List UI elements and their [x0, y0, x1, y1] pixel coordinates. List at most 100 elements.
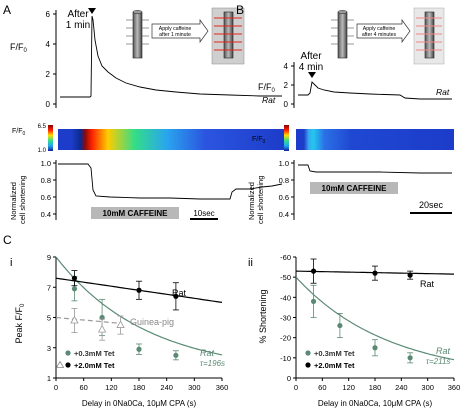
y-tick-label: 0: [287, 374, 291, 383]
b-apply-text-2: after 4 minutes: [362, 32, 397, 38]
x-tick-label: 360: [448, 383, 461, 392]
b-cell-before: [337, 11, 348, 59]
b-ff0-label: F/F0: [258, 82, 276, 94]
annotation-tau: τ=211s: [426, 357, 450, 366]
a-short-tick: 0.6: [41, 193, 51, 202]
panel-b: B 4 2 0 F/F0 After 4 min Rat Apply caffe…: [236, 3, 454, 224]
legend-label: +2.0mM Tet: [74, 361, 115, 370]
annotation-rat-upper: Rat: [420, 279, 435, 289]
a-short-tick: 1.0: [41, 159, 51, 168]
b-short-label-1: Normalized: [247, 182, 256, 220]
a-scalebar-label: 10sec: [193, 209, 214, 218]
y-tick-label: 3: [47, 344, 51, 353]
x-tick-label: 60: [79, 383, 87, 392]
b-ytick-label: 0: [284, 100, 289, 109]
b-cell-after: [424, 11, 435, 59]
y-tick-label: -10: [280, 354, 291, 363]
b-calcium-trace: [298, 81, 452, 100]
b-cell-before-cap: [337, 10, 348, 14]
b-arrow-label-1: After: [300, 51, 322, 62]
data-point: [116, 320, 125, 328]
x-axis-label: Delay in 0Na0Ca, 10μM CPA (s): [82, 399, 197, 408]
x-tick-label: 120: [105, 383, 118, 392]
fit-curve: [55, 256, 223, 356]
a-colorbar: [48, 125, 53, 151]
data-point: [173, 352, 179, 358]
data-point: [136, 346, 142, 352]
x-tick-label: 300: [188, 383, 201, 392]
x-tick-label: 300: [421, 383, 434, 392]
b-cell-cartoon: Apply caffeine after 4 minutes: [331, 7, 445, 65]
legend-marker: [305, 362, 311, 368]
y-tick-label: -50: [280, 273, 291, 282]
fit-curve: [55, 316, 121, 324]
a-short-tick: 0.8: [41, 176, 51, 185]
data-point: [407, 355, 413, 361]
panel-label-a: A: [3, 3, 11, 17]
x-tick-label: 0: [54, 383, 58, 392]
a-heat-tick-max: 6.5: [38, 124, 47, 130]
data-point: [71, 286, 78, 292]
data-point: [97, 324, 107, 333]
y-tick-label: 5: [47, 314, 51, 323]
data-point: [71, 275, 78, 281]
x-tick-label: 180: [369, 383, 382, 392]
data-point: [337, 322, 343, 329]
data-point: [372, 345, 378, 351]
a-shortening-trace: [58, 163, 283, 200]
b-ytick-label: 2: [284, 81, 289, 90]
b-arrow-head: [308, 72, 316, 78]
b-shortening-trace: [298, 164, 452, 174]
panel-label-b: B: [236, 3, 244, 17]
x-tick-label: 120: [342, 383, 355, 392]
b-short-tick: 1.0: [279, 159, 289, 168]
y-axis-label: % Shortening: [258, 289, 268, 343]
chart-cii: 0 60 120 180 240 300 360 0 -10 -20 -30 -40 -50 -60 Del…: [258, 253, 460, 408]
annotation-rat-lower: Rat: [436, 346, 451, 356]
data-point: [136, 287, 142, 293]
a-arrow-label-1: After: [67, 9, 89, 20]
data-point: [70, 315, 79, 324]
b-short-tick: 0.6: [279, 193, 289, 202]
a-release-arrows: [214, 17, 242, 51]
legend-label: +0.3mM Tet: [314, 349, 355, 358]
b-arrow-label-2: 4 min: [299, 62, 323, 73]
a-short-label-1: Normalized: [9, 182, 18, 220]
x-axis-label: Delay in 0Na0Ca, 10μM CPA (s): [318, 399, 433, 408]
a-cell-before: [132, 11, 143, 59]
a-ff0-label: F/F0: [10, 42, 28, 54]
annotation-tau: τ=196s: [200, 359, 225, 368]
a-calcium-trace: [60, 15, 282, 98]
b-short-label-2: cell shortening: [256, 176, 265, 224]
a-cell-cartoon: Apply caffeine after 1 minute: [126, 7, 245, 65]
b-short-tick: 0.4: [279, 210, 289, 219]
b-heat-label: F/F0: [252, 136, 266, 145]
a-caffeine-label: 10mM CAFFEINE: [103, 209, 169, 218]
b-short-tick: 0.8: [279, 176, 289, 185]
a-apply-text-2: after 1 minute: [159, 32, 191, 38]
y-tick-label: -20: [280, 334, 291, 343]
data-point: [310, 268, 317, 274]
b-heatmap: [296, 129, 454, 150]
y-axis-label-main: Peak F/F: [14, 306, 24, 343]
b-scalebar-label: 20sec: [419, 200, 444, 210]
panel-a: A 6 4 2 0 F/F0 After 1 min Rat: [3, 3, 284, 224]
b-species-label: Rat: [436, 87, 450, 97]
b-colorbar: [284, 125, 289, 151]
fit-curve: [295, 276, 455, 361]
a-short-tick: 0.4: [41, 210, 51, 219]
y-tick-label: 1: [47, 374, 51, 383]
a-apply-text-1: Apply caffeine: [159, 26, 192, 32]
a-caffeine-bar: [91, 207, 179, 219]
data-point: [407, 272, 413, 278]
y-axis-label: Peak F/F0: [14, 303, 26, 344]
legend-marker: [65, 362, 71, 368]
a-cell-after: [223, 11, 234, 59]
b-apply-text-1: Apply caffeine: [363, 26, 396, 32]
legend-marker: [55, 360, 65, 368]
annotation-rat-upper: Rat: [172, 288, 187, 298]
x-tick-label: 180: [133, 383, 146, 392]
y-tick-label: -40: [280, 293, 291, 302]
y-tick-label: 9: [47, 253, 51, 262]
